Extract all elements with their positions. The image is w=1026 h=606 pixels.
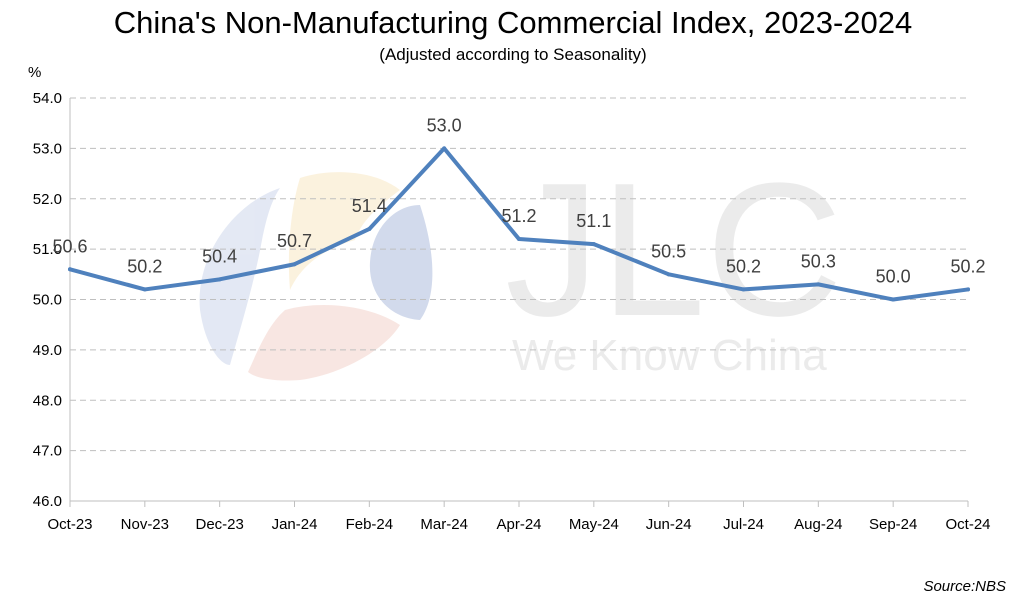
data-point <box>666 272 671 277</box>
x-tick-label: Nov-23 <box>121 516 169 533</box>
watermark: JLC We Know China <box>199 144 843 381</box>
x-tick-label: Jan-24 <box>272 516 318 533</box>
data-label: 50.6 <box>52 236 87 256</box>
x-tick-label: Jul-24 <box>723 516 764 533</box>
x-tick-label: Sep-24 <box>869 516 917 533</box>
data-label: 51.4 <box>352 196 387 216</box>
x-tick-label: Aug-24 <box>794 516 842 533</box>
chart-subtitle: (Adjusted according to Seasonality) <box>379 45 647 64</box>
data-point <box>816 282 821 287</box>
data-point <box>442 146 447 151</box>
y-tick-label: 54.0 <box>33 90 62 107</box>
data-label: 50.5 <box>651 241 686 261</box>
y-axis-unit-label: % <box>28 64 41 81</box>
data-point <box>142 287 147 292</box>
data-label: 50.2 <box>726 256 761 276</box>
data-label: 50.3 <box>801 251 836 271</box>
plot-area: 46.0 47.0 48.0 49.0 50.0 51.0 52.0 53.0 54.0 Oct-… <box>33 90 991 533</box>
x-tick-label: Apr-24 <box>496 516 541 533</box>
data-point <box>591 242 596 247</box>
data-label: 53.0 <box>427 115 462 135</box>
data-label: 50.4 <box>202 246 237 266</box>
data-point <box>891 297 896 302</box>
y-tick-label: 47.0 <box>33 443 62 460</box>
x-tick-label: Jun-24 <box>646 516 692 533</box>
watermark-logo-yellow-leaf <box>288 172 400 290</box>
x-tick-label: Oct-23 <box>47 516 92 533</box>
data-point <box>367 226 372 231</box>
data-label: 50.2 <box>950 256 985 276</box>
data-label: 50.0 <box>876 267 911 287</box>
x-tick-label: May-24 <box>569 516 619 533</box>
y-tick-label: 49.0 <box>33 342 62 359</box>
data-point <box>68 267 72 272</box>
data-point <box>966 287 970 292</box>
x-tick-label: Feb-24 <box>346 516 394 533</box>
chart-title: China's Non-Manufacturing Commercial Ind… <box>113 5 913 40</box>
data-point <box>217 277 222 282</box>
watermark-logo-red-leaf <box>248 305 400 381</box>
watermark-logo-text: JLC <box>505 144 843 356</box>
x-tick-label: Mar-24 <box>420 516 468 533</box>
source-note: Source:NBS <box>923 578 1006 595</box>
data-label: 50.2 <box>127 256 162 276</box>
watermark-logo-blue-circle <box>369 205 433 320</box>
data-point <box>292 262 297 267</box>
data-label: 50.7 <box>277 231 312 251</box>
y-tick-label: 51.0 <box>33 241 62 258</box>
y-tick-label: 50.0 <box>33 292 62 309</box>
data-point <box>741 287 746 292</box>
watermark-tagline: We Know China <box>512 331 827 380</box>
y-tick-label: 53.0 <box>33 140 62 157</box>
x-tick-label: Oct-24 <box>945 516 990 533</box>
y-tick-label: 46.0 <box>33 493 62 510</box>
x-tick-label: Dec-23 <box>195 516 243 533</box>
y-tick-label: 48.0 <box>33 392 62 409</box>
data-label: 51.1 <box>576 211 611 231</box>
data-point <box>517 237 521 242</box>
y-tick-label: 52.0 <box>33 191 62 208</box>
data-label: 51.2 <box>501 206 536 226</box>
